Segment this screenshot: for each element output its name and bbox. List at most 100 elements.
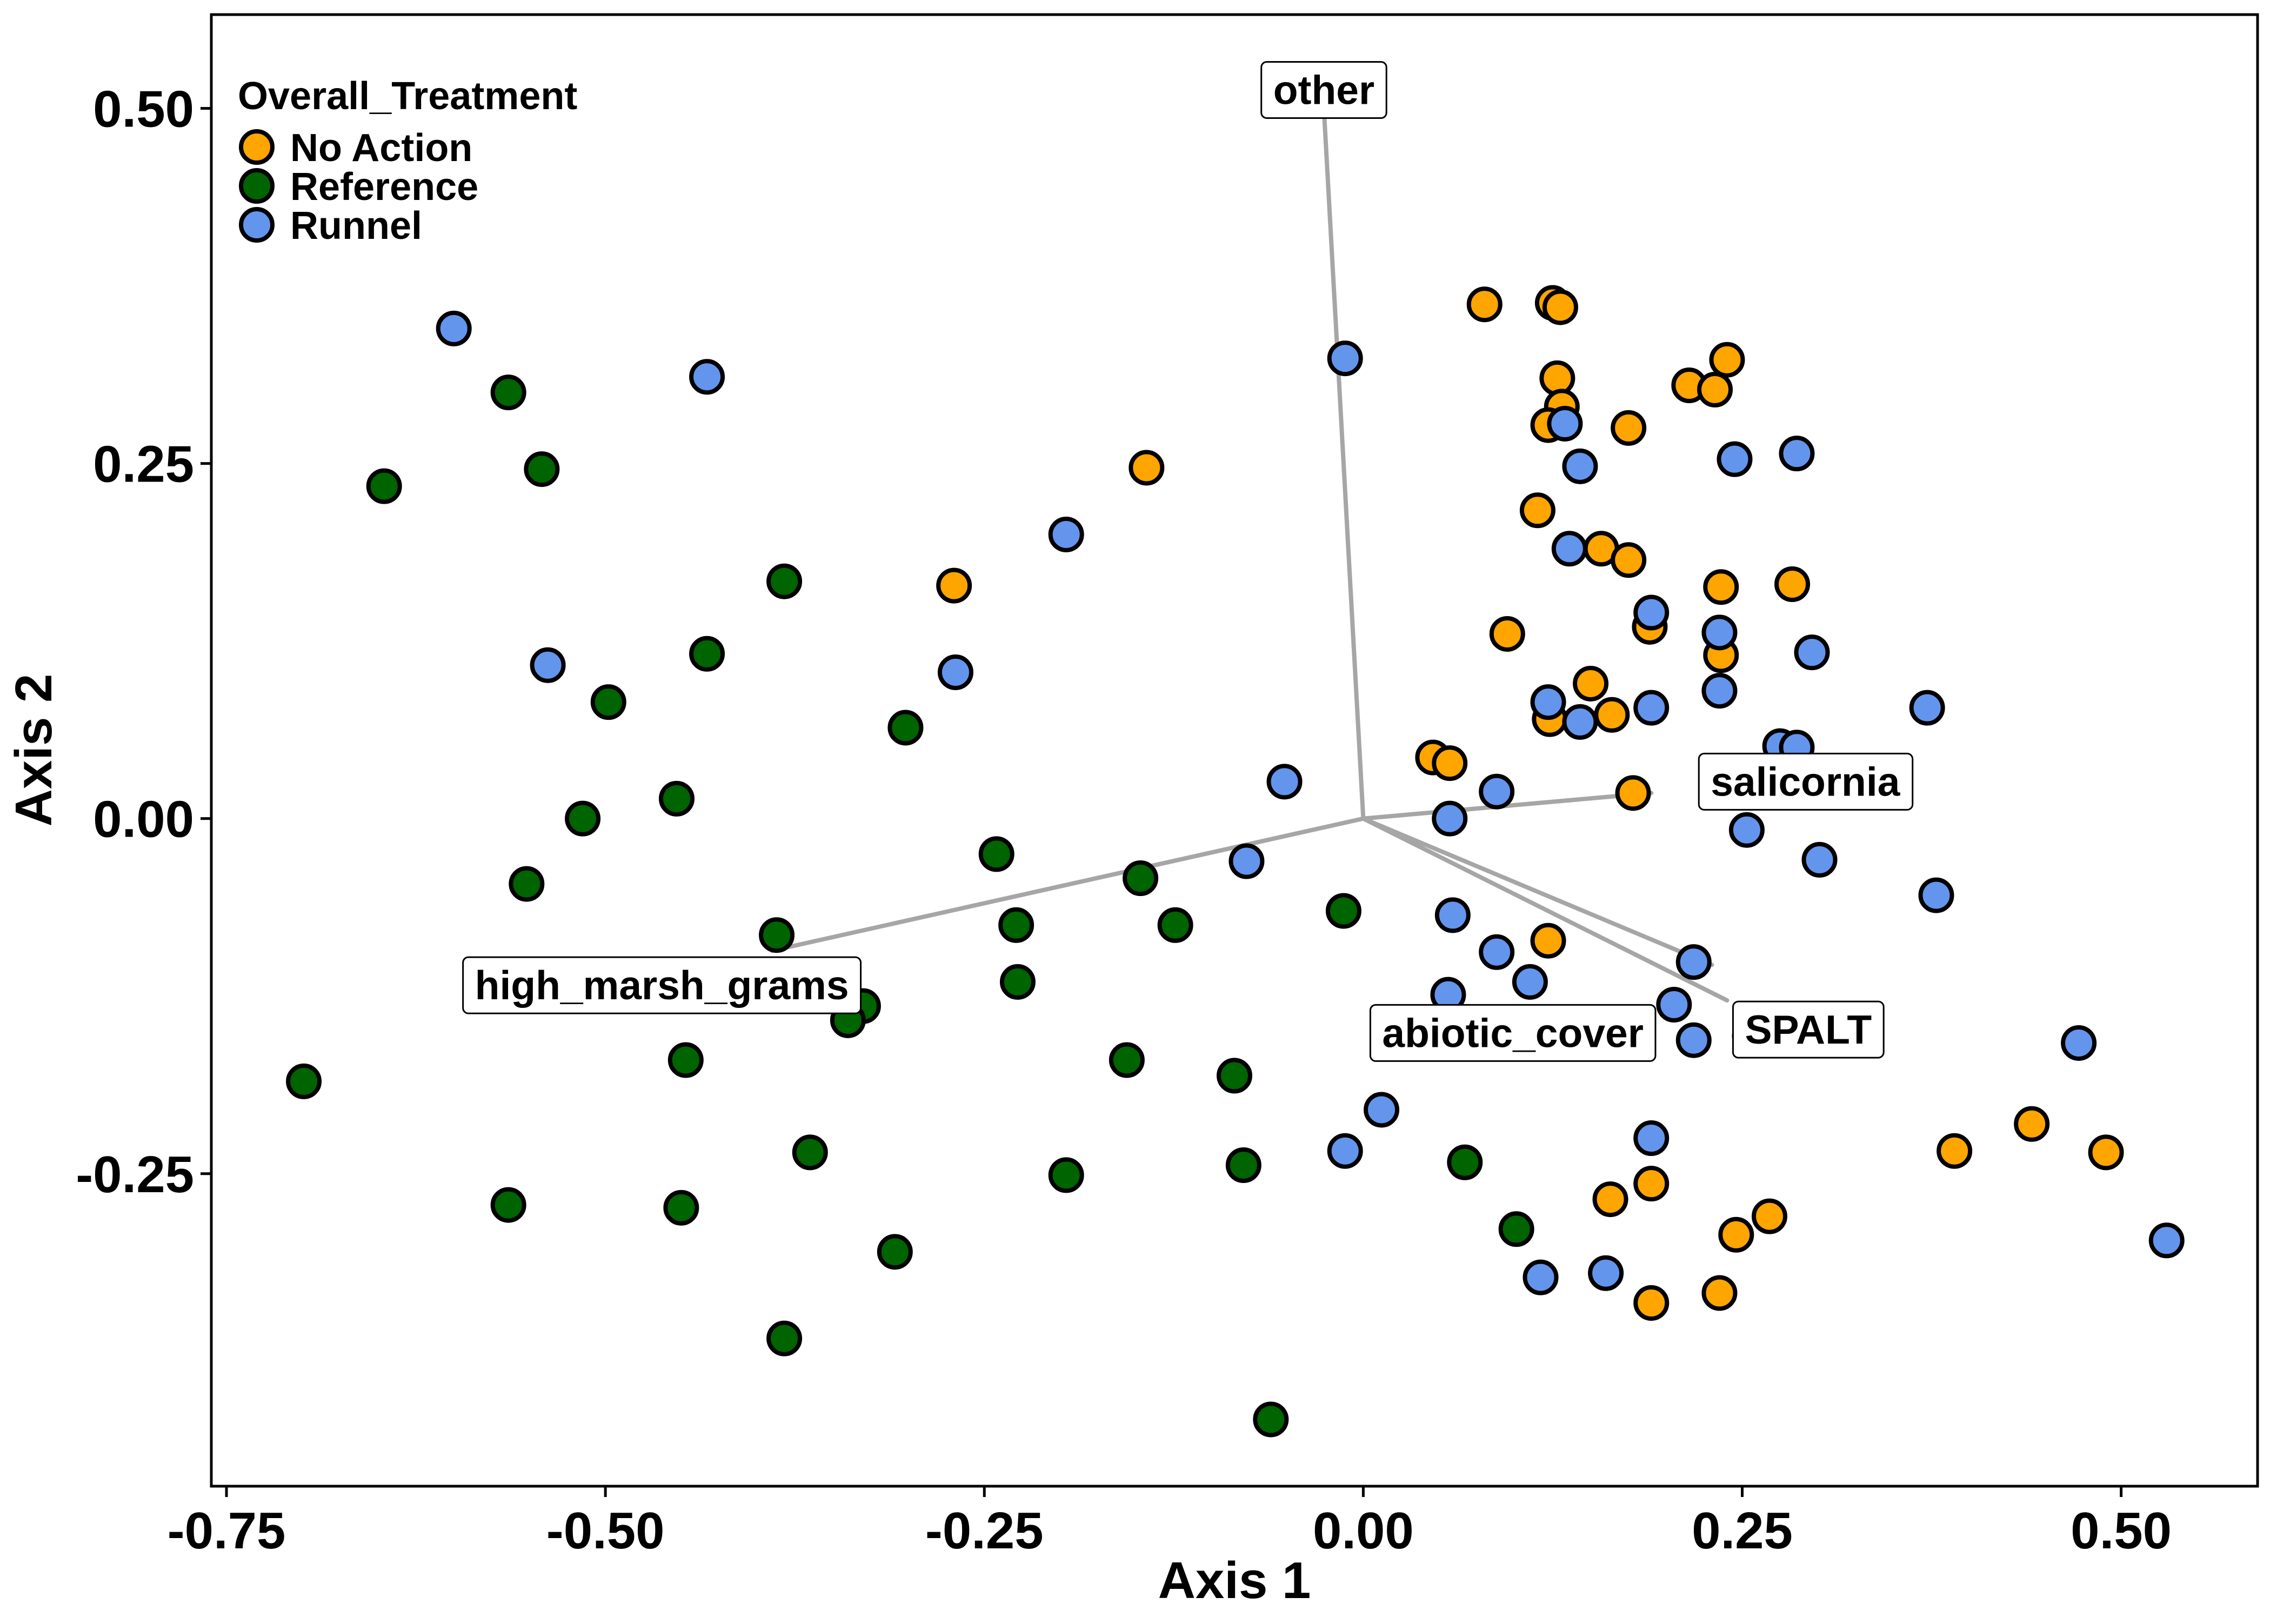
x-tick-label: -0.50 [546, 1502, 665, 1560]
point-no-action [1539, 360, 1575, 396]
vector-label-box [1260, 61, 1387, 119]
point-no-action [1519, 492, 1555, 529]
point-reference [524, 451, 560, 487]
point-reference [490, 375, 526, 411]
y-tick-label: 0.00 [93, 791, 194, 848]
point-no-action [1542, 289, 1578, 325]
point-no-action [936, 567, 972, 604]
y-tick-label: 0.25 [93, 436, 194, 493]
point-runnel [1656, 986, 1692, 1022]
point-no-action [1611, 542, 1647, 578]
point-runnel [1701, 614, 1738, 651]
plot-panel-border [210, 13, 2259, 1488]
point-no-action [1615, 775, 1651, 811]
point-runnel [1794, 634, 1830, 671]
point-no-action [2014, 1106, 2050, 1142]
legend-key-runnel [239, 207, 275, 243]
points-layer [286, 285, 2185, 1438]
point-reference [1109, 1042, 1145, 1078]
point-runnel [1229, 843, 1265, 879]
point-reference [1048, 1157, 1084, 1193]
point-runnel [1633, 690, 1670, 726]
point-reference [999, 964, 1036, 1000]
x-tick-label: 0.00 [1313, 1502, 1414, 1560]
point-reference [658, 780, 695, 817]
legend-label-no-action: No Action [290, 126, 472, 170]
vector-line-high-marsh-grams [770, 816, 1366, 953]
point-reference [1447, 1144, 1483, 1180]
vector-label-box [462, 956, 862, 1014]
point-runnel [1801, 841, 1838, 878]
vector-line-other [1321, 106, 1366, 821]
y-axis-title: Axis 2 [5, 674, 63, 827]
vector-label-text: high_marsh_grams [475, 963, 849, 1008]
point-runnel [1701, 673, 1738, 709]
point-reference [998, 907, 1034, 943]
vector-label-text: salicornia [1711, 759, 1900, 804]
point-runnel [1779, 436, 1815, 472]
point-runnel [530, 647, 566, 683]
point-reference [590, 684, 626, 720]
vector-label-salicornia: salicornia [1698, 752, 1914, 811]
point-runnel [1048, 516, 1084, 552]
point-no-action [1701, 1275, 1738, 1311]
x-tick-label: -0.25 [925, 1502, 1044, 1560]
point-reference [1123, 860, 1159, 897]
point-reference [509, 866, 545, 902]
point-no-action [1703, 569, 1739, 605]
point-no-action [1432, 745, 1468, 781]
point-no-action [1718, 1217, 1754, 1253]
point-no-action [1633, 1166, 1670, 1202]
vector-line-spalt [1361, 816, 1730, 1003]
point-runnel [436, 310, 472, 346]
point-reference [1225, 1147, 1261, 1183]
point-no-action [1697, 371, 1733, 407]
point-no-action [1489, 616, 1525, 652]
vector-label-box [1732, 1000, 1885, 1059]
point-runnel [937, 654, 973, 690]
point-reference [1325, 893, 1361, 929]
point-runnel [1327, 340, 1363, 377]
legend-label-runnel: Runnel [290, 204, 422, 248]
vector-label-text: SPALT [1745, 1007, 1872, 1052]
y-tick-label: 0.50 [93, 80, 194, 138]
point-reference [766, 1320, 803, 1356]
point-runnel [1562, 448, 1598, 484]
point-runnel [1479, 934, 1515, 970]
point-reference [792, 1134, 828, 1171]
point-runnel [1512, 964, 1548, 1000]
vector-line-abiotic-cover [1361, 816, 1714, 967]
point-runnel [1562, 704, 1598, 740]
point-runnel [1675, 944, 1712, 980]
point-reference [689, 636, 725, 672]
vector-label-high-marsh-grams: high_marsh_grams [462, 956, 862, 1014]
x-tick-label: 0.25 [1692, 1502, 1793, 1560]
point-runnel [1434, 897, 1471, 933]
vector-label-other: other [1260, 61, 1387, 119]
point-reference [1253, 1401, 1289, 1438]
vector-label-text: other [1273, 67, 1375, 112]
x-tick-label: 0.50 [2071, 1502, 2172, 1560]
legend: Overall_Treatment No ActionReferenceRunn… [238, 75, 577, 248]
point-runnel [1547, 405, 1583, 442]
point-no-action [1611, 410, 1647, 446]
point-runnel [2148, 1222, 2185, 1259]
x-axis: -0.75 -0.50 -0.25 0.00 0.25 0.50 [168, 1486, 2172, 1560]
point-no-action [1129, 450, 1165, 486]
point-runnel [1675, 1022, 1712, 1058]
point-reference [1217, 1058, 1252, 1094]
point-reference [1498, 1211, 1534, 1247]
point-reference [565, 800, 601, 837]
y-tick-label: -0.25 [76, 1146, 194, 1204]
point-runnel [1918, 877, 1954, 913]
legend-key-reference [239, 168, 275, 204]
point-runnel [1909, 690, 1945, 726]
vector-label-text: abiotic_cover [1382, 1010, 1644, 1055]
point-runnel [1728, 812, 1765, 848]
point-runnel [1523, 1259, 1559, 1295]
point-reference [490, 1187, 526, 1223]
point-runnel [1588, 1255, 1624, 1291]
point-no-action [1530, 923, 1566, 959]
